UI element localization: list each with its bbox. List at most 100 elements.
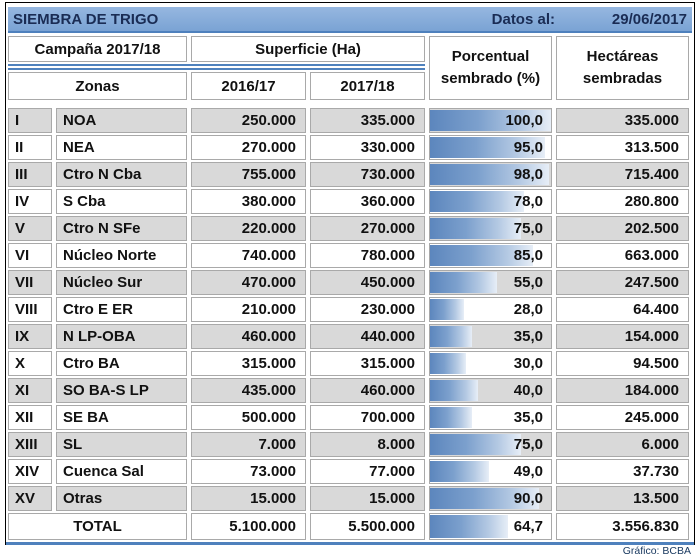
percent-bar xyxy=(430,434,521,455)
sup-2017-18: 730.000 xyxy=(310,162,425,187)
sup-2016-17: 270.000 xyxy=(191,135,306,160)
sup-2017-18: 8.000 xyxy=(310,432,425,457)
percent-value: 49,0 xyxy=(513,463,543,480)
total-percent-value: 64,7 xyxy=(513,518,543,535)
zone-name: Ctro N Cba xyxy=(56,162,187,187)
percent-value: 78,0 xyxy=(513,193,543,210)
zone-name: Cuenca Sal xyxy=(56,459,187,484)
percent-bar xyxy=(430,164,549,185)
percent-cell: 75,0 xyxy=(429,432,552,457)
table-row: V Ctro N SFe 220.000 270.000 75,0 202.50… xyxy=(8,216,692,241)
percent-cell: 100,0 xyxy=(429,108,552,133)
hectareas-sembradas: 715.400 xyxy=(556,162,689,187)
sup-2016-17: 315.000 xyxy=(191,351,306,376)
hectareas-sembradas: 335.000 xyxy=(556,108,689,133)
header-body-spacer xyxy=(8,100,692,106)
zone-number: II xyxy=(8,135,52,160)
percent-bar xyxy=(430,353,467,374)
percent-bar xyxy=(430,191,525,212)
header-2017-18: 2017/18 xyxy=(310,72,425,100)
percent-value: 35,0 xyxy=(513,409,543,426)
percent-cell: 40,0 xyxy=(429,378,552,403)
sup-2017-18: 780.000 xyxy=(310,243,425,268)
sup-2017-18: 450.000 xyxy=(310,270,425,295)
table-row: IV S Cba 380.000 360.000 78,0 280.800 xyxy=(8,189,692,214)
total-label: TOTAL xyxy=(8,513,187,540)
percent-value: 30,0 xyxy=(513,355,543,372)
percent-cell: 49,0 xyxy=(429,459,552,484)
percent-bar xyxy=(430,272,497,293)
total-percent-cell: 64,7 xyxy=(429,513,552,540)
percent-cell: 35,0 xyxy=(429,324,552,349)
zone-number: IV xyxy=(8,189,52,214)
sup-2016-17: 460.000 xyxy=(191,324,306,349)
header-porcentual: Porcentual sembrado (%) xyxy=(429,36,552,100)
sup-2016-17: 220.000 xyxy=(191,216,306,241)
percent-value: 95,0 xyxy=(513,139,543,156)
sup-2016-17: 15.000 xyxy=(191,486,306,511)
zone-name: NEA xyxy=(56,135,187,160)
table-row: X Ctro BA 315.000 315.000 30,0 94.500 xyxy=(8,351,692,376)
table-row: XIII SL 7.000 8.000 75,0 6.000 xyxy=(8,432,692,457)
hectareas-sembradas: 313.500 xyxy=(556,135,689,160)
table-header-left: Campaña 2017/18 Superficie (Ha) Zonas 20… xyxy=(8,36,425,100)
header-hectareas-line2: sembradas xyxy=(582,70,663,87)
zone-name: S Cba xyxy=(56,189,187,214)
total-percent-bar xyxy=(430,515,509,538)
percent-value: 98,0 xyxy=(513,166,543,183)
percent-cell: 78,0 xyxy=(429,189,552,214)
hectareas-sembradas: 280.800 xyxy=(556,189,689,214)
table-row: XI SO BA-S LP 435.000 460.000 40,0 184.0… xyxy=(8,378,692,403)
total-sup-2016-17: 5.100.000 xyxy=(191,513,306,540)
header-superficie: Superficie (Ha) xyxy=(191,36,425,62)
as-of-date: 29/06/2017 xyxy=(611,10,687,28)
zone-name: Ctro E ER xyxy=(56,297,187,322)
percent-value: 100,0 xyxy=(505,112,543,129)
header-2016-17: 2016/17 xyxy=(191,72,306,100)
hectareas-sembradas: 245.000 xyxy=(556,405,689,430)
hectareas-sembradas: 13.500 xyxy=(556,486,689,511)
zone-name: Ctro N SFe xyxy=(56,216,187,241)
zone-number: XIV xyxy=(8,459,52,484)
bottom-accent-line xyxy=(6,542,694,545)
zone-name: SO BA-S LP xyxy=(56,378,187,403)
percent-cell: 95,0 xyxy=(429,135,552,160)
zone-name: SE BA xyxy=(56,405,187,430)
zone-number: VII xyxy=(8,270,52,295)
total-hectareas: 3.556.830 xyxy=(556,513,689,540)
zone-name: Ctro BA xyxy=(56,351,187,376)
percent-bar xyxy=(430,299,464,320)
sup-2017-18: 335.000 xyxy=(310,108,425,133)
as-of-label: Datos al: xyxy=(491,10,555,28)
table-body: I NOA 250.000 335.000 100,0 335.000 II N… xyxy=(8,108,692,511)
zone-name: NOA xyxy=(56,108,187,133)
sup-2016-17: 470.000 xyxy=(191,270,306,295)
sup-2017-18: 360.000 xyxy=(310,189,425,214)
percent-cell: 90,0 xyxy=(429,486,552,511)
hectareas-sembradas: 94.500 xyxy=(556,351,689,376)
table-row: I NOA 250.000 335.000 100,0 335.000 xyxy=(8,108,692,133)
header-zonas: Zonas xyxy=(8,72,187,100)
percent-value: 75,0 xyxy=(513,436,543,453)
zone-number: XI xyxy=(8,378,52,403)
percent-bar xyxy=(430,245,533,266)
table-row: XII SE BA 500.000 700.000 35,0 245.000 xyxy=(8,405,692,430)
zone-number: X xyxy=(8,351,52,376)
percent-bar xyxy=(430,326,473,347)
sup-2016-17: 250.000 xyxy=(191,108,306,133)
zone-number: XV xyxy=(8,486,52,511)
table-row: XIV Cuenca Sal 73.000 77.000 49,0 37.730 xyxy=(8,459,692,484)
zone-number: VIII xyxy=(8,297,52,322)
hectareas-sembradas: 37.730 xyxy=(556,459,689,484)
hectareas-sembradas: 154.000 xyxy=(556,324,689,349)
sup-2017-18: 270.000 xyxy=(310,216,425,241)
total-sup-2017-18: 5.500.000 xyxy=(310,513,425,540)
percent-cell: 98,0 xyxy=(429,162,552,187)
sup-2016-17: 755.000 xyxy=(191,162,306,187)
percent-value: 75,0 xyxy=(513,220,543,237)
header-hectareas-line1: Hectáreas xyxy=(586,48,659,66)
zone-number: III xyxy=(8,162,52,187)
sup-2017-18: 440.000 xyxy=(310,324,425,349)
sup-2016-17: 435.000 xyxy=(191,378,306,403)
percent-cell: 28,0 xyxy=(429,297,552,322)
